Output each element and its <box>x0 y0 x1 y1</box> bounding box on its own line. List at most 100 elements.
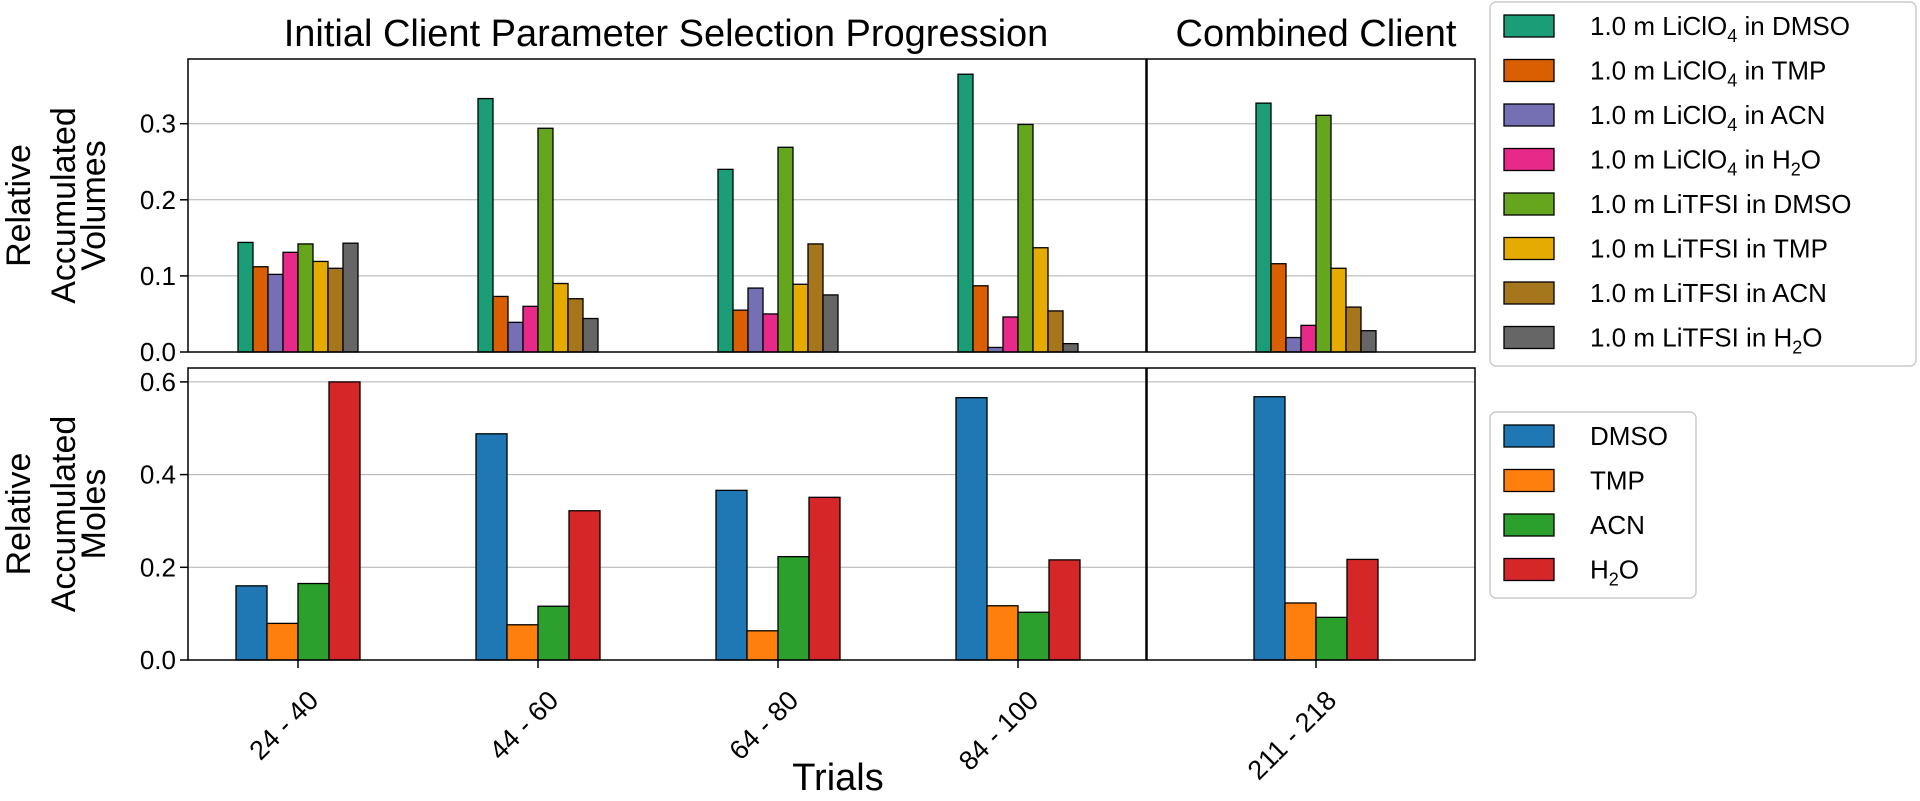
volumes-ytick-label: 0.0 <box>140 337 176 367</box>
volumes-legend-swatch <box>1503 14 1555 38</box>
volumes-bar <box>552 282 569 353</box>
volumes-legend-swatch <box>1503 192 1555 216</box>
left-title: Initial Client Parameter Selection Progr… <box>284 13 1049 55</box>
volumes-ylabel: Relative <box>0 144 38 267</box>
volumes-legend-swatch <box>1503 325 1555 350</box>
volumes-bar <box>717 168 734 353</box>
volumes-legend-label: 1.0 m LiClO4 in ACN <box>1590 100 1825 135</box>
moles-legend: DMSO TMP ACN H2O <box>1489 411 1697 599</box>
volumes-bar <box>1315 114 1332 353</box>
volumes-bar <box>762 313 779 353</box>
volumes-legend-swatch <box>1503 103 1555 127</box>
volumes-bar <box>252 266 269 353</box>
volumes-bar <box>492 295 509 353</box>
volumes-legend-label: 1.0 m LiTFSI in H2O <box>1590 323 1823 358</box>
volumes-ylabel: Volumes <box>75 140 113 270</box>
volumes-ytick-label: 0.2 <box>140 185 176 215</box>
volumes-ylabel: Accumulated <box>45 107 83 304</box>
volumes-bar <box>1270 263 1287 353</box>
volumes-bar <box>972 285 989 353</box>
volumes-bar <box>567 298 584 353</box>
volumes-bar <box>1345 306 1362 353</box>
x-tick-label: 44 - 60 <box>484 685 565 766</box>
volumes-axes-frame <box>1146 58 1476 353</box>
volumes-bar <box>1285 336 1302 353</box>
volumes-legend-label: 1.0 m LiClO4 in TMP <box>1590 56 1826 91</box>
moles-bar <box>1048 559 1081 661</box>
volumes-legend-swatch <box>1503 58 1555 83</box>
moles-bar <box>328 381 361 661</box>
moles-bar <box>746 630 779 661</box>
moles-ylabel: Moles <box>75 469 113 560</box>
moles-bar <box>1346 558 1379 661</box>
volumes-bar <box>807 243 824 353</box>
volumes-bar <box>537 127 554 353</box>
volumes-bar <box>1047 310 1064 353</box>
moles-bar <box>1253 396 1286 661</box>
volumes-legend-swatch <box>1503 147 1555 172</box>
volumes-legend-label: 1.0 m LiTFSI in TMP <box>1590 234 1828 264</box>
moles-bar <box>475 433 508 661</box>
volumes-legend-swatch <box>1503 281 1555 305</box>
volumes-bar <box>1300 324 1317 353</box>
volumes-bar <box>507 321 524 353</box>
volumes-bar <box>342 242 359 353</box>
x-tick-label: 211 - 218 <box>1242 685 1342 785</box>
moles-bar <box>568 510 601 661</box>
moles-bar <box>955 397 988 661</box>
volumes-bar <box>1032 247 1049 353</box>
volumes-bar <box>732 309 749 353</box>
moles-legend-box <box>1489 411 1697 599</box>
moles-legend-label: H2O <box>1590 555 1639 590</box>
volumes-bar <box>282 251 299 353</box>
moles-axes-frame <box>1146 367 1476 661</box>
volumes-bar <box>792 283 809 353</box>
moles-ytick-label: 0.4 <box>140 460 176 490</box>
moles-bar <box>266 622 299 661</box>
volumes-bar <box>1062 342 1079 353</box>
volumes-legend-box <box>1489 1 1917 367</box>
moles-ytick-label: 0.0 <box>140 645 176 675</box>
moles-bar <box>235 585 268 661</box>
volumes-bar <box>1255 102 1272 353</box>
volumes-bar <box>1002 316 1019 353</box>
right-title: Combined Client <box>1176 13 1457 55</box>
volumes-bar <box>1330 267 1347 353</box>
volumes-legend-label: 1.0 m LiClO4 in DMSO <box>1590 11 1850 46</box>
moles-bar <box>1315 616 1348 661</box>
moles-bar <box>1284 602 1317 661</box>
moles-bar <box>986 605 1019 661</box>
volumes-ytick-label: 0.3 <box>140 109 176 139</box>
volumes-bar <box>297 243 314 353</box>
x-tick-label: 64 - 80 <box>724 685 805 766</box>
volumes-bar <box>237 241 254 353</box>
moles-ylabel: Relative <box>0 453 38 576</box>
volumes-bar <box>582 317 599 353</box>
volumes-legend: 1.0 m LiClO4 in DMSO 1.0 m LiClO4 in TMP 1… <box>1489 1 1917 367</box>
volumes-bar <box>777 146 794 353</box>
moles-legend-label: ACN <box>1590 510 1645 540</box>
volumes-bar <box>747 287 764 353</box>
volumes-legend-label: 1.0 m LiTFSI in DMSO <box>1590 189 1852 219</box>
moles-bar <box>715 489 748 661</box>
volumes-bar <box>822 294 839 353</box>
moles-legend-label: TMP <box>1590 466 1645 496</box>
x-axis-label: Trials <box>792 757 883 799</box>
moles-legend-swatch <box>1503 513 1555 537</box>
volumes-bar <box>1360 330 1377 353</box>
moles-ytick-label: 0.2 <box>140 552 176 582</box>
volumes-bar <box>957 73 974 353</box>
moles-bar <box>808 496 841 661</box>
moles-legend-label: DMSO <box>1590 421 1668 451</box>
moles-legend-swatch <box>1503 557 1555 582</box>
volumes-bar <box>267 273 284 353</box>
moles-bar <box>777 555 810 661</box>
volumes-bar <box>312 260 329 353</box>
moles-bar <box>537 605 570 661</box>
volumes-bar <box>327 267 344 353</box>
volumes-bar <box>522 305 539 353</box>
volumes-legend-label: 1.0 m LiClO4 in H2O <box>1590 145 1821 180</box>
